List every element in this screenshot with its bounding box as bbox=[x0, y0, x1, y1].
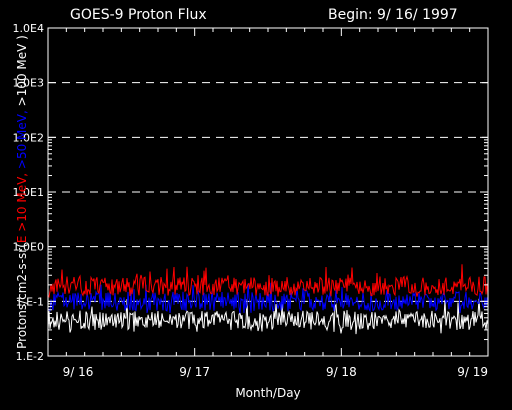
y-tick-label: 1.0E2 bbox=[13, 131, 44, 144]
grid-lines bbox=[48, 82, 488, 302]
series-group bbox=[47, 264, 489, 335]
begin-date-label: Begin: 9/ 16/ 1997 bbox=[328, 7, 458, 23]
y-tick-label: 1.0E3 bbox=[13, 77, 44, 90]
series-line bbox=[47, 264, 489, 299]
x-tick-label: 9/ 16 bbox=[63, 365, 94, 379]
y-tick-label: 1.0E0 bbox=[13, 241, 44, 254]
x-tick-label: 9/ 19 bbox=[457, 365, 488, 379]
x-axis: 9/ 16 9/ 17 9/ 18 9/ 19 bbox=[47, 28, 489, 379]
y-axis: 1.E-2 1.E-1 1.0E0 1.0E1 1.0E2 1.0E3 1.0E4 bbox=[13, 22, 488, 363]
y-axis-label-part: >50 MeV, bbox=[15, 106, 29, 169]
y-tick-label: 1.0E4 bbox=[13, 22, 44, 35]
x-tick-label: 9/ 18 bbox=[326, 365, 357, 379]
series-line bbox=[47, 298, 489, 335]
chart-title: GOES-9 Proton Flux bbox=[70, 7, 207, 23]
y-tick-label: 1.0E1 bbox=[13, 186, 44, 199]
x-tick-label: 9/ 17 bbox=[179, 365, 210, 379]
y-axis-label-part: Protons/cm2-s-sr( bbox=[15, 243, 29, 349]
x-axis-label: Month/Day bbox=[235, 386, 300, 400]
y-axis-label-part: E >10 MeV, bbox=[15, 169, 29, 243]
series-line bbox=[47, 282, 489, 314]
y-tick-label: 1.E-2 bbox=[16, 350, 44, 363]
y-tick-label: 1.E-1 bbox=[16, 295, 44, 308]
y-axis-label-part: >100 MeV ) bbox=[15, 35, 29, 106]
y-axis-label: Protons/cm2-s-sr(E >10 MeV, >50 MeV, >10… bbox=[15, 35, 29, 349]
